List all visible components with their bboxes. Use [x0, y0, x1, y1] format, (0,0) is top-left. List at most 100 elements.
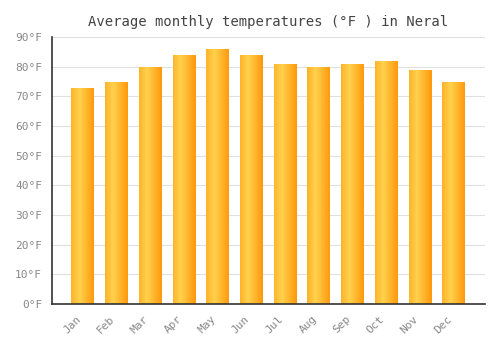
Bar	[212, 49, 213, 304]
Bar	[293, 64, 294, 304]
Bar	[309, 67, 310, 304]
Bar	[153, 67, 154, 304]
Bar	[91, 88, 92, 304]
Bar	[151, 67, 152, 304]
Bar	[154, 67, 155, 304]
Bar	[225, 49, 226, 304]
Bar	[450, 82, 451, 304]
Bar	[359, 64, 360, 304]
Bar	[459, 82, 460, 304]
Bar	[83, 88, 84, 304]
Bar	[409, 70, 410, 304]
Bar	[422, 70, 423, 304]
Bar	[195, 55, 196, 304]
Bar	[209, 49, 210, 304]
Bar	[416, 70, 417, 304]
Bar	[418, 70, 419, 304]
Bar	[342, 64, 343, 304]
Bar	[139, 67, 140, 304]
Bar	[463, 82, 464, 304]
Bar	[188, 55, 189, 304]
Bar	[86, 88, 87, 304]
Bar	[377, 61, 378, 304]
Bar	[76, 88, 77, 304]
Bar	[411, 70, 412, 304]
Bar	[224, 49, 225, 304]
Bar	[88, 88, 89, 304]
Bar	[355, 64, 356, 304]
Bar	[380, 61, 381, 304]
Bar	[313, 67, 314, 304]
Bar	[74, 88, 75, 304]
Bar	[247, 55, 248, 304]
Bar	[226, 49, 227, 304]
Bar	[114, 82, 115, 304]
Bar	[277, 64, 278, 304]
Bar	[185, 55, 186, 304]
Bar	[180, 55, 181, 304]
Bar	[211, 49, 212, 304]
Bar	[285, 64, 286, 304]
Bar	[85, 88, 86, 304]
Bar	[157, 67, 158, 304]
Bar	[452, 82, 454, 304]
Bar	[420, 70, 422, 304]
Bar	[424, 70, 426, 304]
Bar	[412, 70, 413, 304]
Bar	[260, 55, 261, 304]
Bar	[161, 67, 162, 304]
Bar	[174, 55, 175, 304]
Bar	[145, 67, 146, 304]
Bar	[106, 82, 107, 304]
Bar	[347, 64, 348, 304]
Bar	[348, 64, 349, 304]
Bar	[109, 82, 110, 304]
Bar	[175, 55, 176, 304]
Bar	[147, 67, 148, 304]
Bar	[207, 49, 208, 304]
Bar	[242, 55, 243, 304]
Bar	[259, 55, 260, 304]
Bar	[219, 49, 220, 304]
Bar	[113, 82, 114, 304]
Bar	[289, 64, 290, 304]
Bar	[314, 67, 315, 304]
Bar	[287, 64, 288, 304]
Bar	[311, 67, 312, 304]
Bar	[445, 82, 446, 304]
Bar	[127, 82, 128, 304]
Bar	[376, 61, 377, 304]
Bar	[353, 64, 354, 304]
Bar	[255, 55, 256, 304]
Bar	[327, 67, 328, 304]
Bar	[218, 49, 219, 304]
Bar	[448, 82, 450, 304]
Bar	[447, 82, 448, 304]
Bar	[395, 61, 396, 304]
Bar	[282, 64, 283, 304]
Bar	[288, 64, 289, 304]
Bar	[73, 88, 74, 304]
Bar	[79, 88, 80, 304]
Bar	[283, 64, 284, 304]
Bar	[284, 64, 285, 304]
Bar	[243, 55, 244, 304]
Bar	[123, 82, 124, 304]
Bar	[294, 64, 295, 304]
Bar	[87, 88, 88, 304]
Bar	[124, 82, 125, 304]
Bar	[84, 88, 85, 304]
Bar	[125, 82, 126, 304]
Bar	[222, 49, 223, 304]
Bar	[312, 67, 313, 304]
Bar	[72, 88, 73, 304]
Bar	[396, 61, 398, 304]
Bar	[413, 70, 414, 304]
Bar	[105, 82, 106, 304]
Bar	[415, 70, 416, 304]
Bar	[241, 55, 242, 304]
Bar	[194, 55, 195, 304]
Bar	[251, 55, 252, 304]
Bar	[290, 64, 291, 304]
Bar	[78, 88, 79, 304]
